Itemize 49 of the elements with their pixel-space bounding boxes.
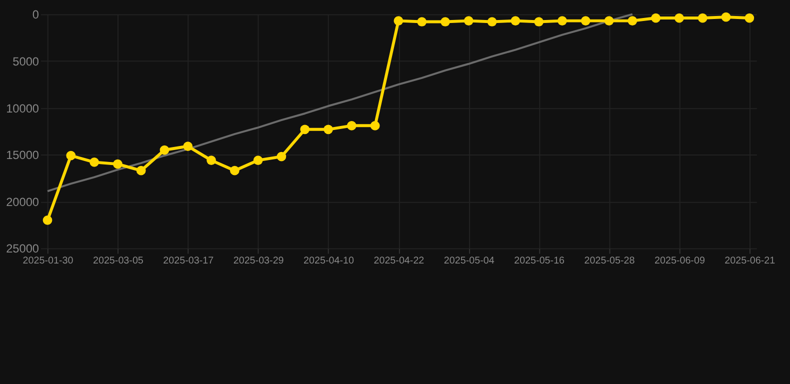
x-tick-label: 2025-06-09 — [654, 256, 706, 267]
point — [253, 156, 263, 165]
point — [744, 13, 754, 23]
point — [183, 142, 193, 151]
point — [674, 13, 684, 23]
point — [136, 166, 146, 176]
point — [510, 16, 520, 26]
x-tick-label: 2025-05-04 — [444, 256, 495, 267]
point — [464, 16, 474, 26]
point — [66, 150, 76, 160]
x-tick-label: 2025-04-10 — [304, 256, 354, 267]
point — [698, 13, 708, 23]
point — [534, 17, 544, 26]
point — [628, 16, 638, 26]
point — [580, 16, 590, 26]
point — [417, 17, 427, 26]
y-tick-label: 0 — [32, 8, 40, 22]
point — [370, 120, 380, 130]
x-tick-label: 2025-06-21 — [724, 256, 776, 267]
point — [113, 159, 122, 169]
point — [206, 156, 216, 165]
point — [721, 12, 731, 22]
point — [346, 120, 356, 130]
x-tick-label: 2025-03-05 — [92, 256, 144, 267]
x-tick-label: 2025-01-30 — [22, 256, 74, 267]
y-tick-label: 25000 — [6, 242, 40, 256]
point — [230, 166, 240, 176]
point — [276, 152, 286, 162]
point — [160, 145, 170, 155]
y-tick-label: 10000 — [6, 101, 40, 116]
x-tick-label: 2025-04-22 — [374, 256, 424, 267]
x-tick-label: 2025-05-16 — [514, 256, 566, 267]
y-tick-label: 5000 — [12, 54, 40, 69]
y-tick-label: 15000 — [6, 148, 40, 162]
point — [487, 17, 497, 26]
point — [394, 16, 404, 26]
point — [324, 124, 333, 134]
line-series — [46, 13, 634, 192]
point — [440, 17, 450, 26]
x-tick-label: 2025-03-29 — [233, 256, 284, 267]
point — [558, 16, 567, 26]
point — [604, 16, 614, 26]
x-tick-label: 2025-03-17 — [163, 256, 214, 267]
point — [300, 124, 310, 134]
y-tick-label: 20000 — [6, 194, 40, 209]
point — [42, 216, 52, 225]
x-tick-label: 2025-05-28 — [584, 256, 636, 267]
point — [651, 13, 661, 23]
point — [90, 158, 99, 167]
